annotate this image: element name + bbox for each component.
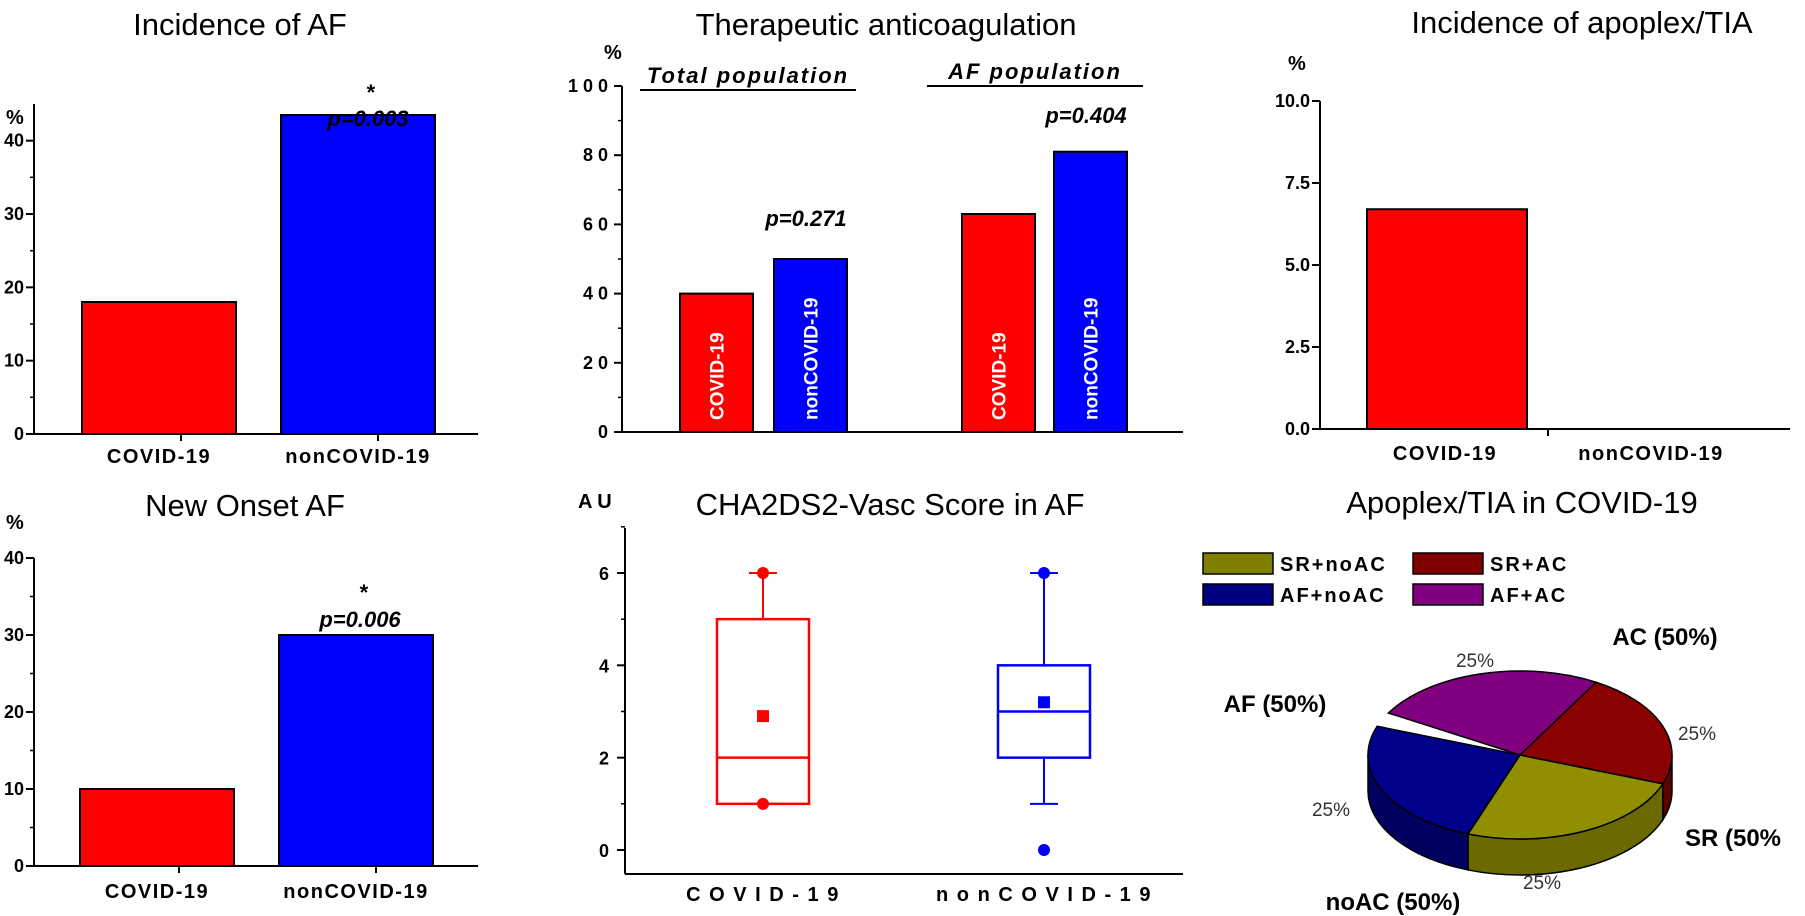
slice-percent-label: 25%	[1456, 651, 1494, 672]
y-tick-label: 0	[598, 422, 608, 442]
chart-title: CHA2DS2-Vasc Score in AF	[696, 487, 1085, 522]
x-category-label: COVID-19	[105, 881, 209, 903]
y-tick-label: 0.0	[1285, 419, 1310, 439]
chart-title: Therapeutic anticoagulation	[696, 7, 1077, 42]
bar	[81, 301, 237, 435]
y-tick-label: 7.5	[1285, 173, 1310, 193]
y-tick-label: 4	[599, 656, 609, 676]
outlier-point	[757, 567, 769, 579]
y-tick-label: 0	[14, 856, 24, 876]
bar	[280, 114, 436, 435]
pie-slice	[1367, 725, 1522, 835]
y-tick-label: 30	[4, 625, 24, 645]
x-category-label: n o n C O V I D - 1 9	[936, 884, 1152, 906]
bar-label: nonCOVID-19	[802, 298, 823, 420]
group-label: AF population	[947, 59, 1122, 84]
p-value: p=0.271	[764, 206, 846, 231]
group-label-af: AF (50%)	[1224, 691, 1327, 718]
y-tick-label: 6 0	[583, 214, 608, 234]
x-category-label: nonCOVID-19	[283, 881, 428, 903]
group-label-sr: SR (50%	[1685, 825, 1781, 852]
slice-percent-label: 25%	[1523, 873, 1561, 894]
y-tick-label: 40	[4, 131, 24, 151]
y-axis-unit: %	[6, 512, 24, 534]
y-axis-unit: A U	[578, 491, 612, 513]
y-tick-label: 20	[4, 702, 24, 722]
y-tick-label: 5.0	[1285, 255, 1310, 275]
bar	[1366, 208, 1528, 430]
p-value: p=0.006	[318, 607, 401, 632]
y-tick-label: 10.0	[1275, 91, 1310, 111]
y-tick-label: 0	[599, 841, 609, 861]
p-value: p=0.003	[326, 106, 408, 131]
legend-label: SR+noAC	[1280, 554, 1387, 576]
y-axis-unit: %	[604, 42, 622, 64]
bar	[679, 292, 754, 433]
bar-label: nonCOVID-19	[1082, 298, 1103, 420]
significance-star: *	[359, 580, 369, 605]
group-label: Total population	[647, 63, 849, 88]
mean-marker	[757, 710, 769, 723]
legend-swatch	[1412, 583, 1484, 606]
x-category-label: nonCOVID-19	[1578, 443, 1723, 465]
legend-swatch	[1412, 552, 1484, 575]
legend-swatch	[1202, 583, 1274, 606]
x-category-label: nonCOVID-19	[285, 446, 430, 468]
slice-percent-label: 25%	[1678, 724, 1716, 745]
y-tick-label: 30	[4, 204, 24, 224]
y-tick-label: 6	[599, 564, 609, 584]
y-tick-label: 4 0	[583, 284, 608, 304]
y-tick-label: 2.5	[1285, 337, 1310, 357]
y-tick-label: 8 0	[583, 145, 608, 165]
x-category-label: COVID-19	[1393, 443, 1497, 465]
group-label-noac: noAC (50%)	[1326, 889, 1461, 916]
y-tick-label: 10	[4, 351, 24, 371]
legend-label: AF+noAC	[1280, 585, 1386, 607]
y-tick-label: 2	[599, 749, 609, 769]
y-tick-label: 1 0 0	[568, 76, 608, 96]
bar	[278, 634, 434, 867]
x-category-label: C O V I D - 1 9	[686, 884, 840, 906]
bar	[773, 258, 848, 433]
x-category-label: COVID-19	[107, 446, 211, 468]
outlier-point	[757, 797, 769, 810]
pie-slice	[1518, 681, 1673, 785]
pie-slice	[1386, 670, 1598, 756]
bar	[1053, 150, 1128, 434]
bar-label: COVID-19	[990, 332, 1011, 420]
bar-label: COVID-19	[708, 332, 729, 420]
chart-title: New Onset AF	[145, 488, 345, 523]
chart-title: Incidence of apoplex/TIA	[1411, 5, 1753, 40]
y-tick-label: 20	[4, 277, 24, 297]
legend-label: SR+AC	[1490, 554, 1568, 576]
significance-star: *	[366, 80, 376, 105]
group-label-ac: AC (50%)	[1612, 624, 1717, 651]
y-tick-label: 0	[14, 424, 24, 444]
chart-title: Incidence of AF	[133, 7, 347, 42]
y-axis-unit: %	[6, 107, 24, 129]
mean-marker	[1038, 696, 1050, 709]
y-axis-unit: %	[1288, 53, 1306, 75]
bar	[79, 788, 235, 867]
legend-label: AF+AC	[1490, 585, 1567, 607]
y-tick-label: 40	[4, 548, 24, 568]
bar	[961, 213, 1036, 433]
pie-slice	[1466, 754, 1665, 840]
p-value: p=0.404	[1044, 103, 1126, 128]
legend-swatch	[1202, 552, 1274, 575]
slice-percent-label: 25%	[1312, 800, 1350, 821]
outlier-point	[1038, 567, 1050, 579]
chart-title: Apoplex/TIA in COVID-19	[1346, 485, 1698, 520]
outlier-point	[1038, 844, 1050, 856]
y-tick-label: 10	[4, 779, 24, 799]
y-tick-label: 2 0	[583, 353, 608, 373]
